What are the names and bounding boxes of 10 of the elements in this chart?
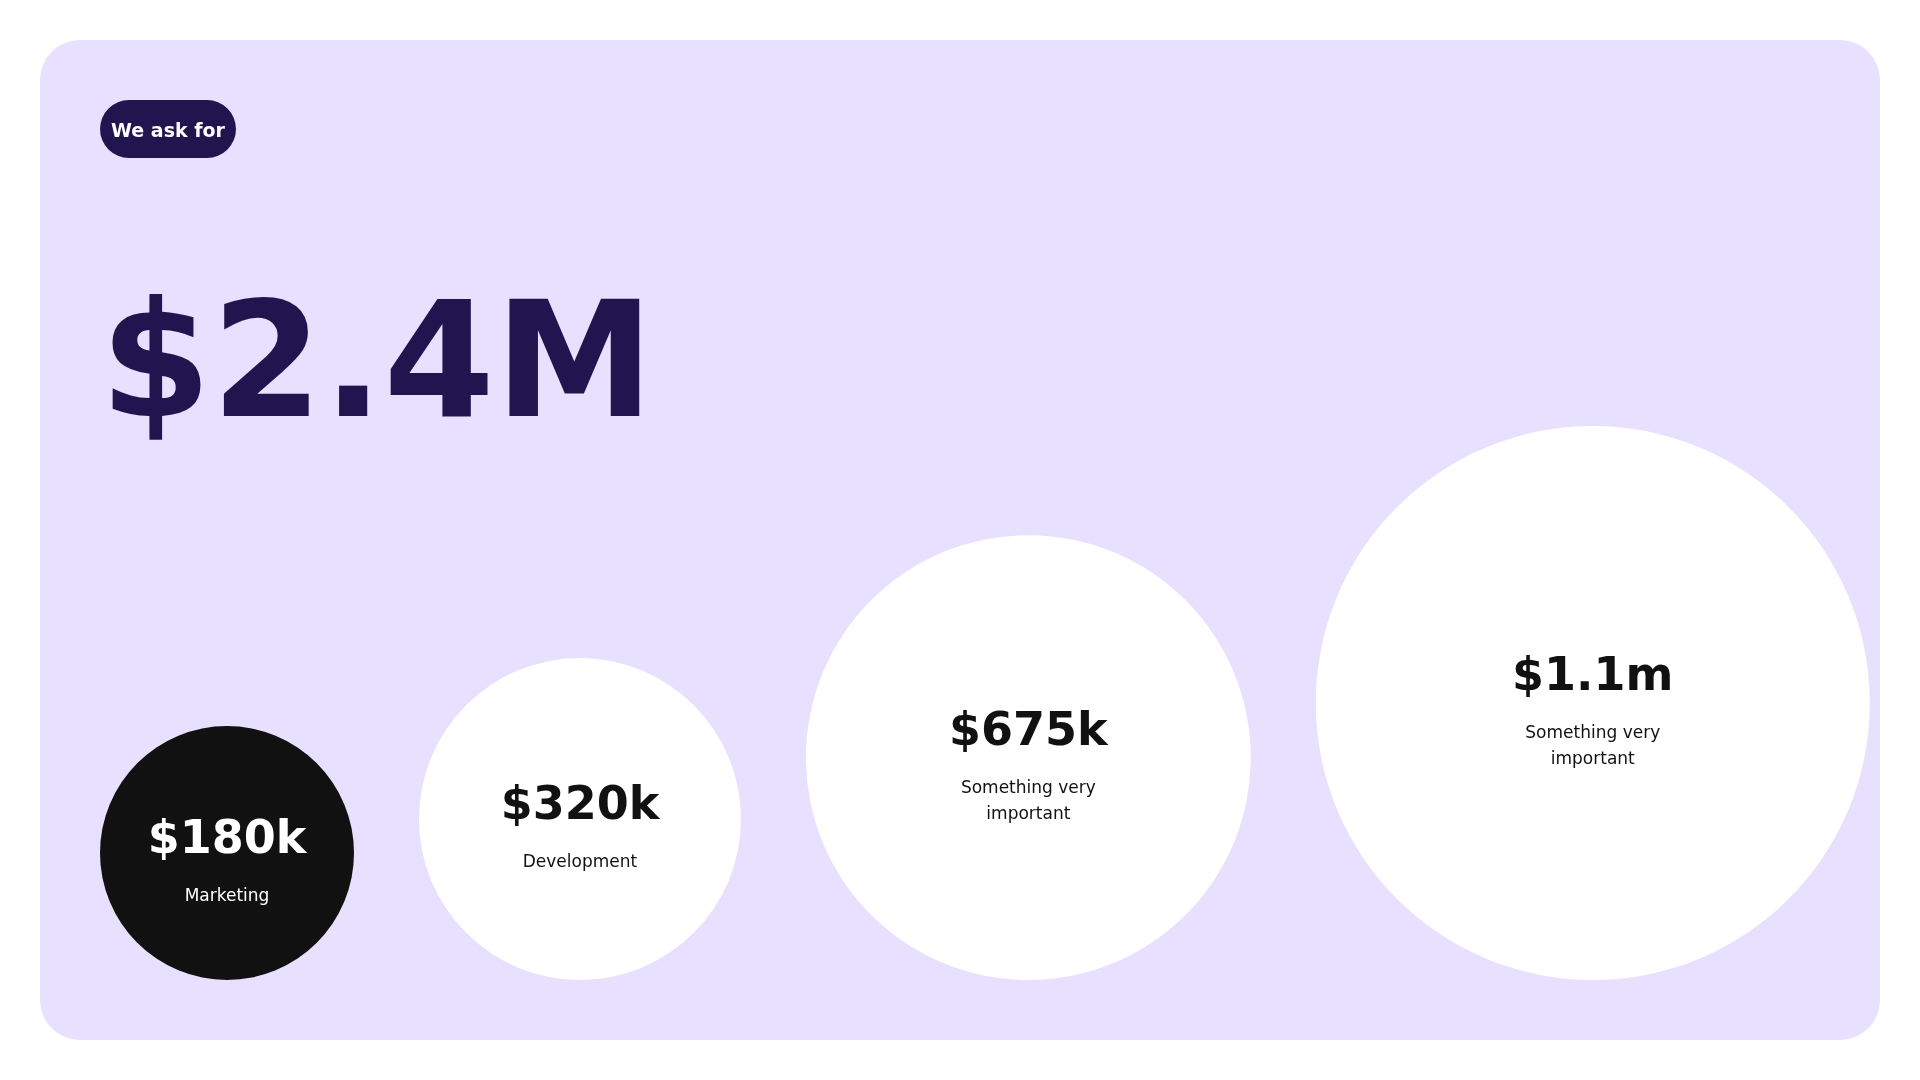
category-label: Marketing — [184, 885, 270, 905]
category-label: Development — [522, 851, 638, 872]
category-label: Something very important — [960, 776, 1096, 823]
data-label: $1.1m — [1512, 647, 1674, 701]
text: We ask for — [111, 119, 226, 141]
text: $2.4M — [100, 267, 654, 454]
data-label: $320k — [500, 776, 661, 831]
category-label: Something very important — [1525, 722, 1661, 768]
data-label: $675k — [949, 701, 1110, 756]
data-label: $180k — [147, 810, 308, 864]
